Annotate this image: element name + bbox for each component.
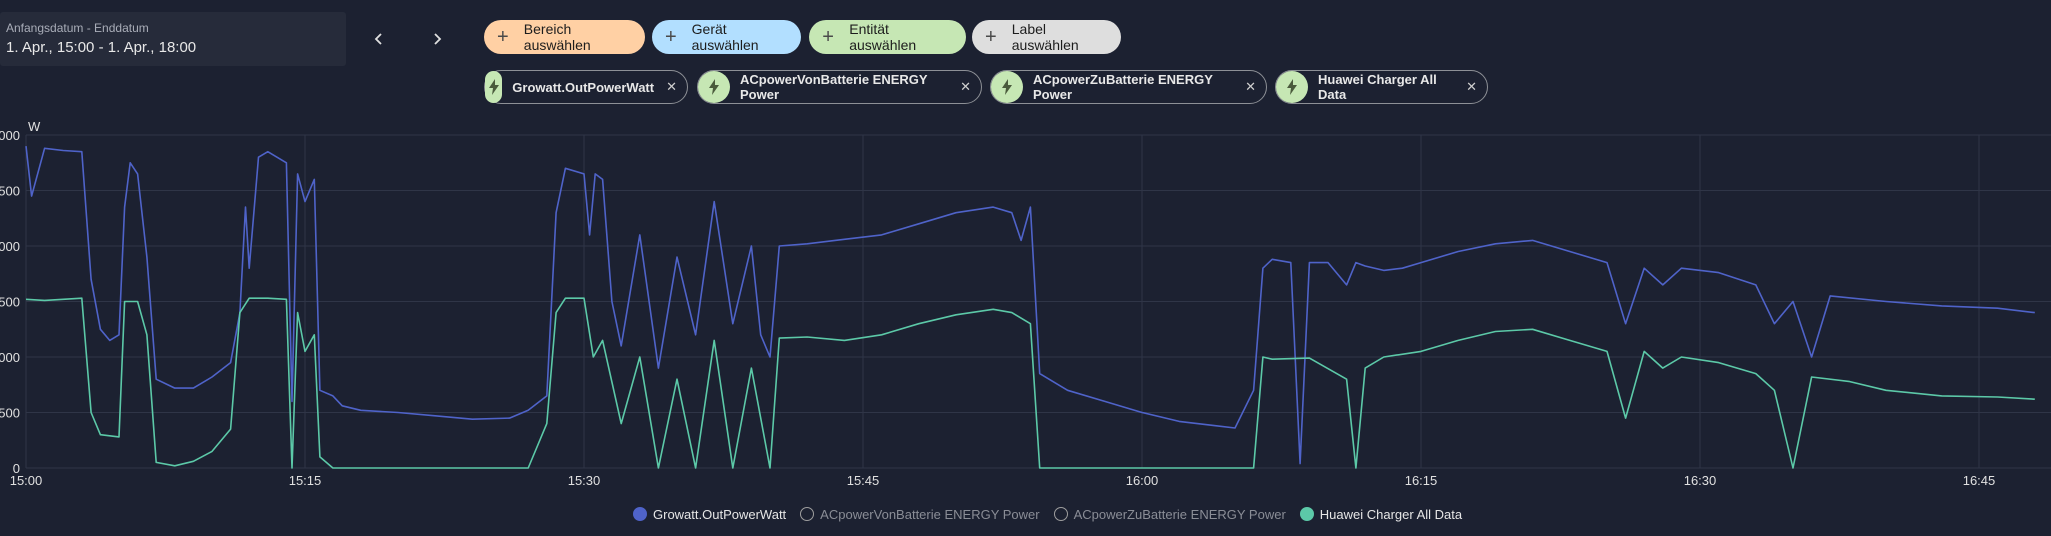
y-tick-label: 000 [0, 350, 20, 365]
chevron-left-icon[interactable] [362, 22, 396, 56]
legend-item[interactable]: ACpowerZuBatterie ENERGY Power [1053, 506, 1286, 522]
series-line-0 [25, 146, 2035, 465]
y-tick-label: 500 [0, 295, 20, 310]
close-icon[interactable]: ✕ [1245, 79, 1256, 94]
chip-0[interactable]: + Bereich auswählen [484, 20, 645, 54]
x-tick-label: 15:45 [847, 473, 880, 488]
legend-label: ACpowerZuBatterie ENERGY Power [1073, 506, 1286, 522]
chip-label: Label auswählen [1011, 21, 1079, 53]
chip-2[interactable]: + Entität auswählen [809, 20, 966, 54]
lightning-icon [698, 71, 730, 103]
y-tick-label: 000 [0, 128, 20, 143]
y-tick-label: 0 [13, 461, 20, 476]
x-tick-label: 16:30 [1684, 473, 1717, 488]
entity-tag-label: Huawei Charger All Data [1318, 72, 1437, 102]
x-tick-label: 16:00 [1126, 473, 1159, 488]
entity-tag-label: ACpowerZuBatterie ENERGY Power [1033, 72, 1213, 102]
plus-icon: + [664, 25, 677, 48]
date-range-label: Anfangsdatum - Enddatum [6, 21, 149, 35]
entity-tag-label: Growatt.OutPowerWatt [512, 79, 655, 95]
y-tick-label: 000 [0, 239, 20, 254]
legend-marker [800, 507, 815, 521]
legend-label: Huawei Charger All Data [1319, 506, 1463, 522]
close-icon[interactable]: ✕ [960, 79, 971, 94]
lightning-icon [485, 71, 503, 103]
chevron-right-icon[interactable] [420, 22, 454, 56]
chart-legend: Growatt.OutPowerWatt ACpowerVonBatterie E… [633, 504, 1476, 524]
date-range-picker[interactable]: Anfangsdatum - Enddatum 1. Apr., 15:00 -… [0, 12, 346, 66]
close-icon[interactable]: ✕ [666, 79, 677, 94]
x-tick-label: 15:15 [289, 473, 322, 488]
plus-icon: + [822, 25, 834, 48]
legend-marker [1053, 507, 1068, 521]
entity-tag: Growatt.OutPowerWatt ✕ [484, 70, 688, 104]
chip-1[interactable]: + Gerät auswählen [652, 20, 801, 54]
entity-tag: Huawei Charger All Data ✕ [1275, 70, 1488, 104]
history-chart: 0 500 000 500 000 500 000 15:00 15:15 15:30 15:45 1… [0, 119, 2051, 488]
legend-item[interactable]: Huawei Charger All Data [1299, 506, 1463, 522]
series-line-3 [25, 297, 2035, 469]
legend-label: ACpowerVonBatterie ENERGY Power [820, 506, 1040, 522]
lightning-icon [991, 71, 1023, 103]
legend-marker [633, 507, 647, 521]
x-tick-label: 15:30 [568, 473, 601, 488]
y-axis-unit-label: W [28, 119, 41, 134]
x-tick-label: 16:45 [1963, 473, 1996, 488]
plus-icon: + [985, 25, 997, 48]
legend-marker [1299, 507, 1314, 521]
entity-tag-label: ACpowerVonBatterie ENERGY Power [740, 72, 928, 102]
legend-label: Growatt.OutPowerWatt [653, 506, 787, 522]
chip-label: Gerät auswählen [691, 21, 759, 53]
y-tick-label: 500 [0, 406, 20, 421]
x-tick-label: 16:15 [1405, 473, 1438, 488]
x-tick-label: 15:00 [10, 473, 43, 488]
date-range-value: 1. Apr., 15:00 - 1. Apr., 18:00 [6, 39, 197, 56]
chip-label: Bereich auswählen [523, 21, 591, 53]
close-icon[interactable]: ✕ [1466, 79, 1477, 94]
chip-label: Entität auswählen [849, 21, 917, 53]
entity-tag: ACpowerVonBatterie ENERGY Power ✕ [697, 70, 982, 104]
y-tick-label: 500 [0, 184, 20, 199]
legend-item[interactable]: ACpowerVonBatterie ENERGY Power [800, 506, 1040, 522]
plus-icon: + [497, 25, 509, 48]
lightning-icon [1276, 71, 1308, 103]
legend-item[interactable]: Growatt.OutPowerWatt [633, 507, 786, 522]
entity-tag: ACpowerZuBatterie ENERGY Power ✕ [990, 70, 1267, 104]
chip-3[interactable]: + Label auswählen [972, 20, 1121, 54]
